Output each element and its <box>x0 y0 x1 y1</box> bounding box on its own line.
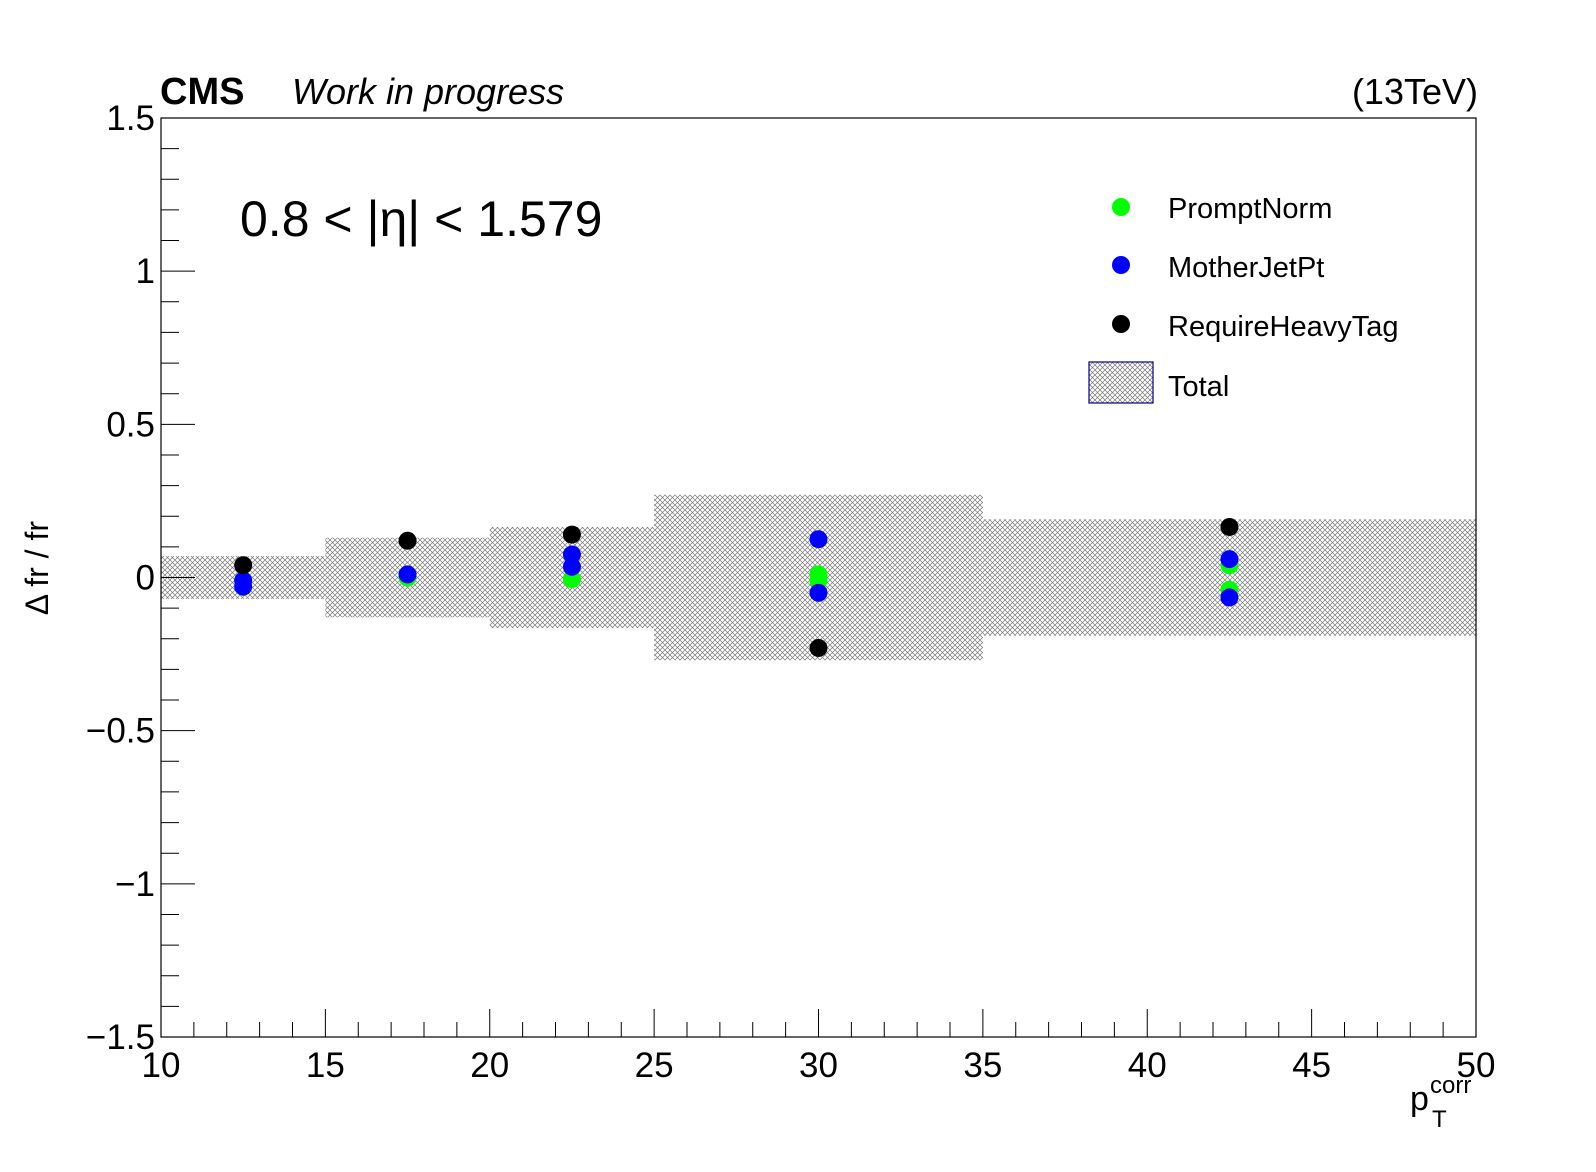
y-tick-label: −1 <box>115 865 155 904</box>
x-tick-label: 20 <box>470 1046 509 1085</box>
y-tick-label: 1 <box>136 252 155 291</box>
x-tick-label: 45 <box>1292 1046 1331 1085</box>
legend-label-requireheavytag: RequireHeavyTag <box>1168 311 1399 343</box>
legend-label-motherjetpt: MotherJetPt <box>1168 252 1324 284</box>
experiment-label: CMS <box>160 71 244 113</box>
x-axis-title-sup: corr <box>1430 1072 1471 1099</box>
y-tick-label: −0.5 <box>86 712 155 751</box>
legend-label-total: Total <box>1168 371 1229 403</box>
point-motherjetpt <box>1220 588 1239 607</box>
x-axis-title-main: p <box>1410 1080 1429 1118</box>
point-motherjetpt <box>809 583 828 602</box>
x-tick-label: 35 <box>963 1046 1002 1085</box>
eta-region-label: 0.8 < |η| < 1.579 <box>240 191 602 247</box>
x-tick-label: 30 <box>799 1046 838 1085</box>
point-requireheavytag <box>562 525 581 544</box>
point-motherjetpt <box>234 577 253 596</box>
point-motherjetpt <box>562 557 581 576</box>
legend-label-promptnorm: PromptNorm <box>1168 193 1332 225</box>
y-tick-label: 0.5 <box>106 405 155 444</box>
legend-marker-motherjetpt <box>1112 256 1130 274</box>
x-tick-label: 40 <box>1128 1046 1167 1085</box>
x-tick-label: 50 <box>1457 1046 1496 1085</box>
point-requireheavytag <box>234 556 253 575</box>
legend: PromptNorm MotherJetPt RequireHeavyTag T… <box>1088 193 1399 404</box>
y-tick-label: −1.5 <box>86 1018 155 1057</box>
legend-marker-total <box>1088 361 1154 404</box>
y-tick-label: 1.5 <box>106 99 155 138</box>
legend-marker-requireheavytag <box>1112 315 1130 333</box>
x-tick-label: 25 <box>635 1046 674 1085</box>
total-uncertainty-band <box>161 494 1476 661</box>
x-axis-title-sub: T <box>1432 1106 1447 1133</box>
point-motherjetpt <box>809 530 828 549</box>
x-axis: 10 15 20 25 30 35 40 45 50 <box>142 1009 1496 1085</box>
y-tick-label: 0 <box>136 559 155 598</box>
point-motherjetpt <box>398 565 417 584</box>
point-requireheavytag <box>1220 517 1239 536</box>
energy-label: (13TeV) <box>1352 71 1478 112</box>
x-tick-label: 10 <box>142 1046 181 1085</box>
point-motherjetpt <box>1220 550 1239 569</box>
y-axis: −1.5 −1 −0.5 0 0.5 1 1.5 <box>86 99 195 1057</box>
data-points <box>234 517 1239 657</box>
legend-marker-promptnorm <box>1112 198 1130 216</box>
x-axis-title: p T corr <box>1410 1072 1471 1133</box>
point-requireheavytag <box>398 531 417 550</box>
x-tick-label: 15 <box>306 1046 345 1085</box>
y-axis-title: Δ fr / fr <box>19 521 55 616</box>
total-band-bin <box>982 519 1476 636</box>
status-label: Work in progress <box>292 71 564 112</box>
point-requireheavytag <box>809 638 828 657</box>
